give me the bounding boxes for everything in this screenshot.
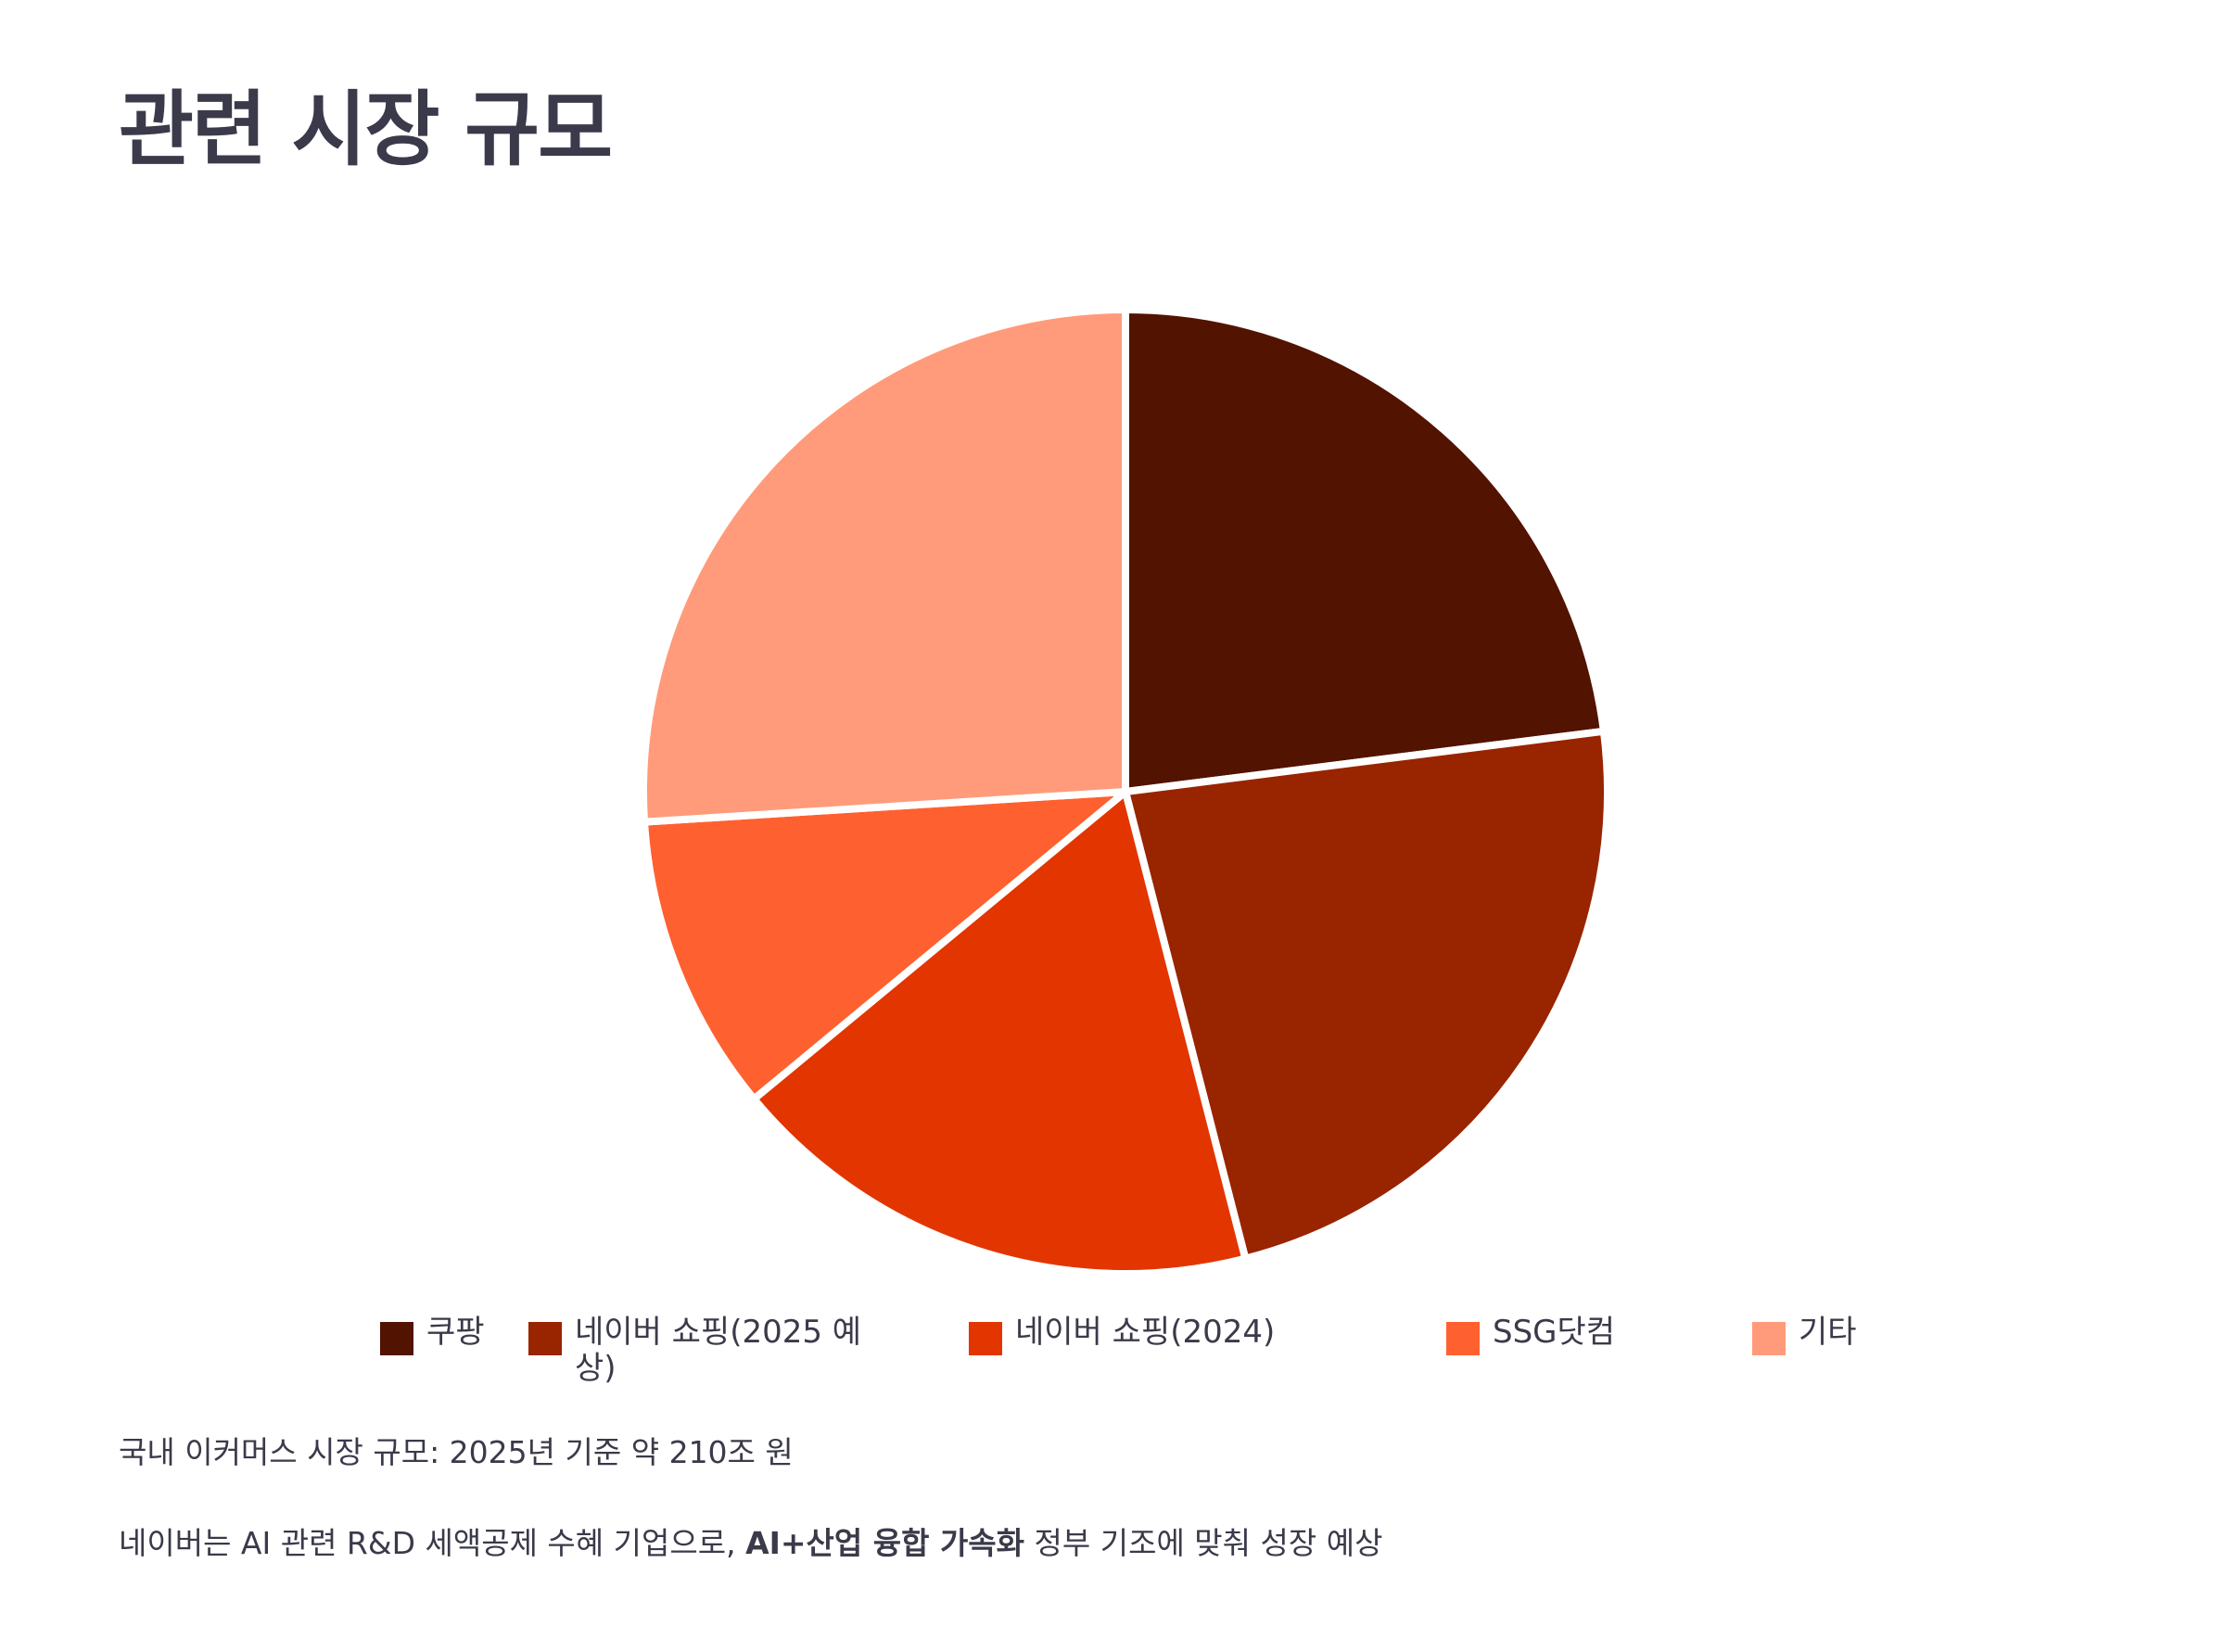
- legend-swatch-etc: [1752, 1322, 1786, 1355]
- chart-legend: 쿠팡 네이버 쇼핑(2025 예 상) 네이버 쇼핑(2024) SSG닷컴 기…: [0, 1314, 2225, 1389]
- legend-item-coupang[interactable]: 쿠팡: [380, 1314, 485, 1355]
- pie-slice-etc[interactable]: [640, 306, 1129, 826]
- legend-swatch-naver-2025: [528, 1322, 562, 1355]
- pie-slice-naver-2025[interactable]: [1122, 727, 1611, 1263]
- pie-slice-ssg[interactable]: [641, 788, 1129, 1103]
- legend-label-naver-2025-line1: 네이버 쇼핑(2025 예: [575, 1314, 862, 1351]
- legend-swatch-naver-2024: [969, 1322, 1002, 1355]
- legend-item-naver-2024[interactable]: 네이버 쇼핑(2024): [969, 1314, 1276, 1355]
- legend-label-ssg-line1: SSG닷컴: [1493, 1314, 1616, 1351]
- legend-swatch-coupang: [380, 1322, 413, 1355]
- legend-swatch-ssg: [1446, 1322, 1480, 1355]
- market-size-note: 국내 이커머스 시장 규모: 2025년 기준 약 210조 원: [119, 1434, 794, 1470]
- page-title: 관련 시장 규모: [119, 82, 613, 177]
- naver-growth-note-highlight: AI+산업 융합 가속화: [745, 1525, 1025, 1561]
- legend-label-coupang: 쿠팡: [426, 1314, 485, 1351]
- legend-label-etc: 기타: [1799, 1314, 1857, 1351]
- legend-label-etc-line1: 기타: [1799, 1314, 1857, 1351]
- legend-label-naver-2025: 네이버 쇼핑(2025 예 상): [575, 1314, 862, 1388]
- legend-label-coupang-line1: 쿠팡: [426, 1314, 485, 1351]
- naver-growth-note: 네이버는 AI 관련 R&D 세액공제 수혜 기업으로, AI+산업 융합 가속…: [119, 1519, 1382, 1563]
- legend-label-naver-2024-line1: 네이버 쇼핑(2024): [1015, 1314, 1276, 1351]
- legend-label-naver-2025-line2: 상): [575, 1350, 617, 1388]
- pie-slice-naver-2024[interactable]: [750, 788, 1250, 1277]
- legend-label-naver-2024: 네이버 쇼핑(2024): [1015, 1314, 1276, 1351]
- legend-item-ssg[interactable]: SSG닷컴: [1446, 1314, 1616, 1355]
- naver-growth-note-suffix: 정부 기조에 맞춰 성장 예상: [1024, 1525, 1383, 1561]
- legend-item-etc[interactable]: 기타: [1752, 1314, 1857, 1355]
- legend-label-ssg: SSG닷컴: [1493, 1314, 1616, 1351]
- pie-slice-coupang[interactable]: [1122, 306, 1608, 795]
- naver-growth-note-prefix: 네이버는 AI 관련 R&D 세액공제 수혜 기업으로,: [119, 1525, 746, 1561]
- legend-item-naver-2025[interactable]: 네이버 쇼핑(2025 예 상): [528, 1314, 862, 1388]
